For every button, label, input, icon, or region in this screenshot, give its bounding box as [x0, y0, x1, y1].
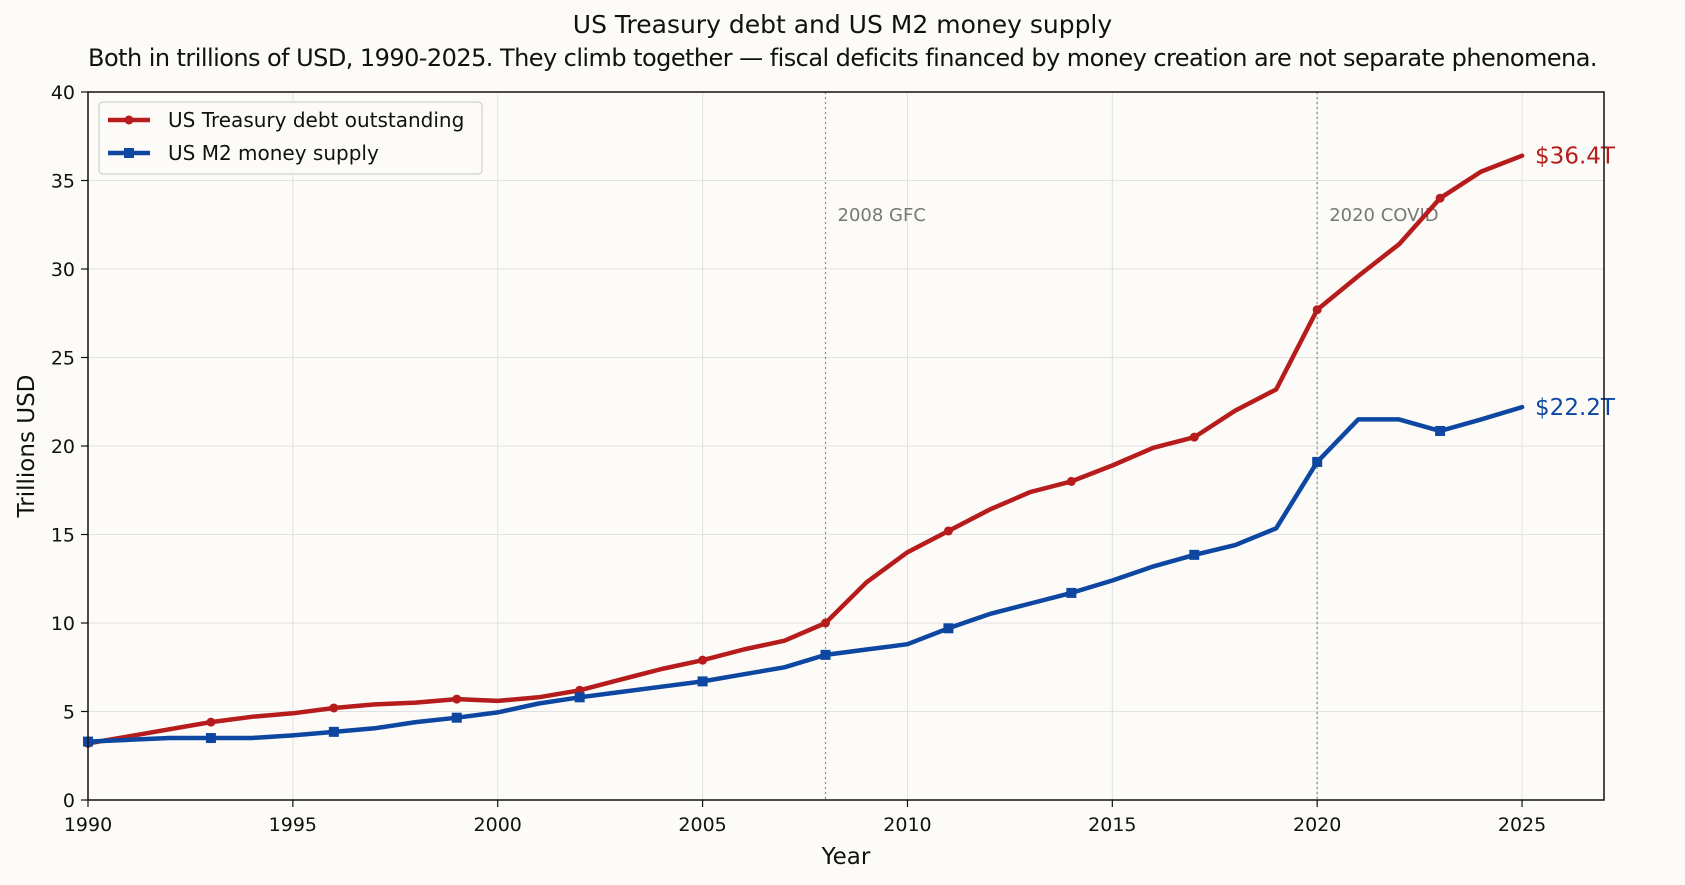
data-point [943, 526, 953, 536]
annotation-label: 2020 COVID [1329, 205, 1438, 226]
data-point [452, 694, 462, 704]
data-point [1189, 549, 1200, 560]
end-value-label: $22.2T [1535, 395, 1616, 421]
data-point [1435, 425, 1446, 436]
data-point [1312, 456, 1323, 467]
data-point [820, 649, 831, 660]
x-tick-label: 1990 [64, 814, 112, 836]
data-point [698, 655, 708, 665]
legend-marker [124, 148, 134, 158]
data-point [1435, 193, 1445, 203]
y-tick-label: 20 [51, 436, 75, 458]
x-tick-label: 2020 [1293, 814, 1341, 836]
legend-marker [124, 115, 134, 125]
y-tick-label: 30 [51, 259, 75, 281]
series-line [85, 153, 1525, 746]
series-line [85, 404, 1525, 744]
legend-label: US M2 money supply [168, 141, 379, 165]
data-point [451, 712, 462, 723]
legend: US Treasury debt outstanding US M2 money … [98, 101, 483, 175]
data-point [1066, 476, 1076, 486]
y-tick-label: 25 [51, 348, 75, 370]
chart-subtitle: Both in trillions of USD, 1990-2025. The… [88, 44, 1597, 72]
data-point [574, 692, 585, 703]
data-point [821, 618, 831, 628]
data-point [943, 623, 954, 634]
annotation-label: 2008 GFC [838, 205, 926, 226]
data-point [328, 726, 339, 737]
y-tick-label: 15 [51, 525, 75, 547]
x-tick-label: 1995 [269, 814, 317, 836]
data-point [1189, 432, 1199, 442]
data-point [1066, 587, 1077, 598]
x-tick-label: 2015 [1088, 814, 1136, 836]
legend-label: US Treasury debt outstanding [168, 108, 464, 132]
data-point [1312, 305, 1322, 315]
y-tick-label: 40 [51, 82, 75, 104]
data-point [329, 703, 339, 713]
legend-box [98, 101, 483, 175]
data-point [206, 717, 216, 727]
y-tick-label: 10 [51, 613, 75, 635]
x-axis-label: Year [821, 844, 871, 870]
data-point [205, 733, 216, 744]
x-tick-label: 2010 [883, 814, 931, 836]
y-axis-label: Trillions USD [14, 375, 40, 519]
x-tick-label: 2005 [678, 814, 726, 836]
end-value-label: $36.4T [1535, 144, 1616, 170]
x-tick-label: 2025 [1498, 814, 1546, 836]
data-point [697, 676, 708, 687]
y-tick-label: 0 [63, 790, 75, 812]
y-tick-label: 35 [51, 171, 75, 193]
chart-title: US Treasury debt and US M2 money supply [572, 10, 1113, 39]
y-tick-label: 5 [63, 702, 75, 724]
x-tick-label: 2000 [474, 814, 522, 836]
